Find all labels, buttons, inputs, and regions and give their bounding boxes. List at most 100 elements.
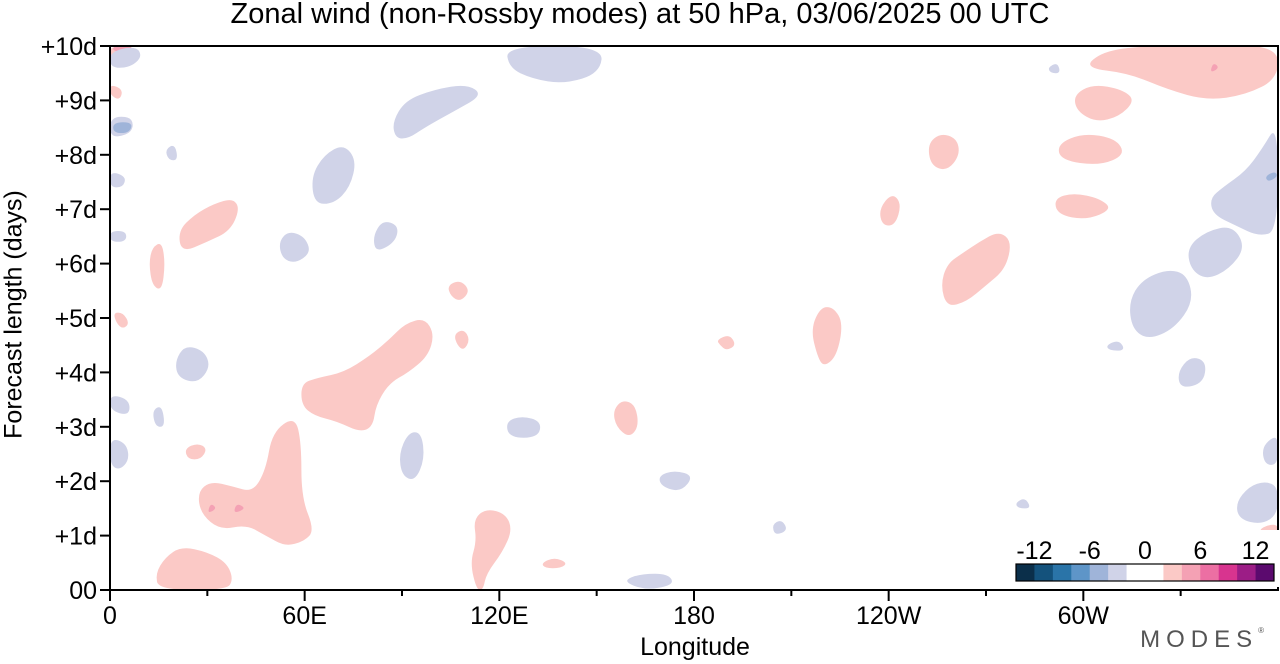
negative-region-46 [110, 396, 130, 414]
x-tick-label: 60E [282, 602, 326, 630]
colorbar-swatch [1108, 564, 1127, 581]
positive-region-11 [1058, 134, 1122, 164]
negative-region-53 [773, 521, 786, 534]
negative-region-51 [153, 407, 164, 427]
y-tick-label: +8d [55, 142, 97, 170]
negative-region-40 [1178, 358, 1206, 387]
shaded-regions [110, 46, 1278, 590]
colorbar-swatch [1089, 564, 1109, 581]
negative-region-37 [659, 471, 691, 491]
colorbar-swatch [1016, 564, 1035, 581]
positive-region-2 [301, 320, 433, 431]
negative-region-41 [1188, 227, 1242, 278]
x-tick-label: 0 [103, 602, 117, 630]
strong-positive-region-26 [234, 504, 244, 512]
positive-region-5 [149, 244, 165, 289]
positive-region-1 [198, 421, 312, 545]
negative-region-55 [1107, 341, 1124, 351]
negative-region-42 [1211, 133, 1278, 235]
negative-region-38 [627, 573, 672, 589]
colorbar-swatch [1126, 564, 1146, 581]
negative-region-56 [1048, 64, 1060, 74]
negative-region-31 [312, 147, 355, 204]
negative-region-33 [393, 85, 478, 139]
colorbar-swatch [1218, 564, 1238, 581]
negative-region-29 [176, 347, 209, 382]
colorbar-swatch [1052, 564, 1072, 581]
colorbar-swatch [1181, 564, 1201, 581]
colorbar-label: 6 [1193, 537, 1207, 565]
colorbar-swatch [1237, 564, 1256, 581]
y-tick-label: +5d [55, 305, 97, 333]
strong-negative-region-58 [1266, 172, 1277, 181]
positive-region-4 [179, 200, 238, 250]
y-tick-label: 00 [69, 577, 97, 605]
y-tick-label: +10d [41, 33, 97, 61]
strong-positive-region-25 [208, 504, 216, 512]
x-axis-label: Longitude [640, 633, 750, 661]
y-tick-label: +2d [55, 468, 97, 496]
colorbar-swatch [1200, 564, 1220, 581]
positive-region-17 [542, 558, 566, 569]
positive-region-3 [471, 510, 511, 590]
colorbar-frame [1015, 563, 1275, 582]
positive-region-0 [156, 548, 232, 590]
colorbar: -12 -6 0 6 12 [992, 530, 1280, 587]
colorbar-label: 0 [1138, 537, 1152, 565]
chart-title: Zonal wind (non-Rossby modes) at 50 hPa,… [230, 0, 1050, 30]
negative-region-30 [279, 232, 309, 262]
positive-region-13 [880, 196, 900, 226]
positive-region-12 [1055, 194, 1109, 219]
y-tick-label: +3d [55, 414, 97, 442]
colorbar-label: 12 [1242, 537, 1270, 565]
positive-region-16 [448, 281, 468, 300]
negative-region-47 [110, 231, 127, 242]
positive-region-9 [1074, 85, 1132, 121]
colorbar-swatch [1255, 564, 1275, 581]
y-tick-label: +7d [55, 196, 97, 224]
negative-region-52 [166, 145, 177, 161]
positive-region-8 [928, 134, 959, 170]
y-tick-label: +9d [55, 87, 97, 115]
strong-negative-region-57 [113, 122, 132, 133]
negative-region-49 [110, 173, 125, 188]
colorbar-swatch [1163, 564, 1183, 581]
y-tick-label: +4d [55, 359, 97, 387]
x-tick-label: 180 [673, 602, 715, 630]
negative-region-32 [374, 222, 398, 250]
positive-region-18 [110, 85, 122, 99]
modes-logo: MODES® [1140, 626, 1264, 653]
y-axis: 00 +1d +2d +3d +4d +5d +6d +7d +8d +9d +10d [41, 33, 110, 605]
negative-region-35 [400, 432, 424, 480]
x-axis: 0 60E 120E 180 120W 60W [103, 590, 1182, 630]
positive-region-6 [942, 233, 1010, 305]
negative-region-45 [110, 439, 129, 469]
y-axis-label: Forecast length (days) [0, 190, 28, 439]
positive-region-7 [812, 307, 842, 365]
negative-region-50 [110, 47, 141, 68]
positive-region-14 [614, 401, 638, 435]
y-tick-label: +1d [55, 523, 97, 551]
positive-region-15 [455, 330, 469, 349]
x-tick-label: 120W [856, 602, 922, 630]
negative-region-43 [1237, 482, 1278, 523]
colorbar-label: -6 [1079, 537, 1101, 565]
colorbar-label: -12 [1016, 537, 1052, 565]
positive-region-10 [1090, 46, 1278, 99]
negative-region-54 [1016, 499, 1030, 509]
negative-region-44 [1263, 437, 1278, 465]
x-tick-label: 60W [1058, 602, 1110, 630]
negative-region-39 [1130, 270, 1192, 338]
colorbar-swatch [1034, 564, 1054, 581]
positive-region-22 [717, 336, 735, 350]
negative-region-34 [507, 46, 602, 83]
colorbar-swatch [1071, 564, 1091, 581]
colorbar-swatch [1145, 564, 1164, 581]
positive-region-20 [185, 444, 206, 460]
y-tick-label: +6d [55, 251, 97, 279]
positive-region-21 [114, 312, 128, 328]
negative-region-36 [507, 417, 541, 438]
x-tick-label: 120E [470, 602, 528, 630]
strong-positive-region-28 [1211, 64, 1218, 72]
